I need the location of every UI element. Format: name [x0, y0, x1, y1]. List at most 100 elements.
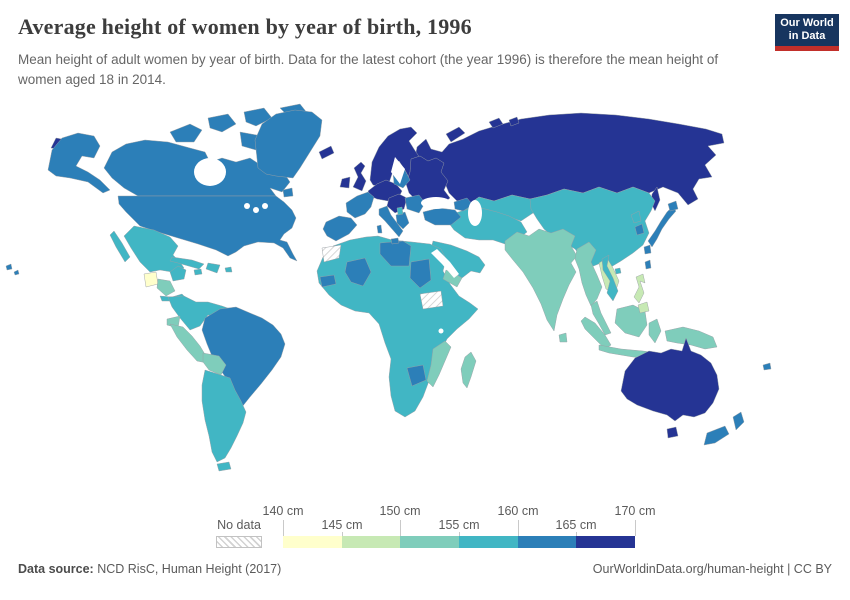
page-title: Average height of women by year of birth… — [18, 14, 472, 39]
country-italy-sardinia[interactable] — [376, 224, 383, 234]
country-russia-arctic-isle[interactable] — [488, 117, 504, 129]
caspian-sea — [468, 200, 482, 226]
country-sulawesi[interactable] — [648, 318, 662, 344]
legend-bin-155-160[interactable] — [459, 536, 518, 548]
country-new-zealand-north[interactable] — [732, 411, 745, 431]
country-new-guinea[interactable] — [664, 326, 718, 350]
country-libya[interactable] — [379, 240, 412, 267]
country-romania-bulgaria[interactable] — [404, 194, 426, 214]
country-caucasus[interactable] — [453, 197, 474, 212]
owid-logo-line1: Our World — [780, 16, 834, 29]
country-canada-arctic-2[interactable] — [207, 113, 237, 133]
owid-logo-line2: in Data — [788, 30, 826, 42]
country-canada-newfoundland[interactable] — [282, 187, 294, 198]
country-chad[interactable] — [409, 258, 432, 289]
country-malay-peninsula[interactable] — [590, 300, 612, 336]
country-mexico-yucatan[interactable] — [169, 265, 187, 282]
license-text[interactable]: OurWorldinData.org/human-height | CC BY — [592, 562, 832, 576]
baltic-sea — [391, 157, 405, 184]
country-botswana[interactable] — [406, 364, 427, 387]
country-south-korea[interactable] — [634, 223, 645, 236]
country-argentina-chile[interactable] — [201, 369, 247, 463]
legend-bin-140-145[interactable] — [283, 536, 342, 548]
country-russia-novaya-zemlya[interactable] — [445, 126, 466, 143]
country-france[interactable] — [345, 191, 375, 219]
country-italy-sicily[interactable] — [390, 237, 400, 245]
country-iceland[interactable] — [318, 145, 335, 160]
great-lakes-1 — [244, 203, 250, 209]
country-australia-tasmania[interactable] — [666, 426, 679, 439]
country-myanmar-thailand[interactable] — [574, 241, 603, 307]
country-italy[interactable] — [378, 205, 404, 238]
country-mexico-baja[interactable] — [109, 230, 131, 263]
data-source-label: Data source: — [18, 562, 94, 576]
legend-bin-150-155[interactable] — [400, 536, 460, 548]
country-borneo[interactable] — [614, 304, 648, 338]
country-ireland[interactable] — [339, 176, 351, 189]
country-honduras-nicaragua[interactable] — [156, 278, 176, 297]
country-japan-hokkaido[interactable] — [667, 200, 679, 212]
legend-color-bar — [283, 536, 636, 548]
country-canada-arctic-1[interactable] — [169, 123, 203, 143]
black-sea — [421, 197, 451, 209]
country-greece[interactable] — [395, 211, 410, 230]
country-hispaniola[interactable] — [205, 262, 221, 274]
country-hainan[interactable] — [614, 267, 622, 275]
legend-tick-160: 160 cm — [497, 504, 539, 518]
country-mozambique[interactable] — [426, 340, 452, 388]
country-albania-macedonia[interactable] — [396, 206, 404, 216]
country-sri-lanka[interactable] — [558, 332, 568, 343]
country-jamaica[interactable] — [193, 268, 203, 276]
country-new-zealand-south[interactable] — [703, 425, 730, 446]
data-source-text: Data source: NCD RisC, Human Height (201… — [18, 562, 281, 576]
country-greenland[interactable] — [254, 109, 323, 179]
country-south-sudan-no-data[interactable] — [419, 290, 444, 310]
country-guatemala[interactable] — [143, 271, 159, 288]
country-australia[interactable] — [620, 337, 720, 422]
legend-bin-145-150[interactable] — [341, 536, 401, 548]
legend-tickmark — [400, 520, 401, 536]
country-western-sahara-no-data[interactable] — [321, 244, 342, 263]
country-north-korea[interactable] — [630, 210, 642, 224]
country-vietnam[interactable] — [601, 254, 619, 302]
owid-logo[interactable]: Our World in Data — [775, 14, 839, 51]
country-fiji[interactable] — [762, 362, 772, 371]
chart-subtitle: Mean height of adult women by year of bi… — [18, 52, 719, 87]
country-cuba[interactable] — [169, 256, 205, 270]
legend-tick-165: 165 cm — [555, 518, 597, 532]
country-peru[interactable] — [169, 323, 208, 364]
legend-no-data-swatch[interactable] — [216, 536, 262, 548]
great-lakes-3 — [262, 203, 268, 209]
country-baltics-belarus-ukraine[interactable] — [405, 155, 451, 208]
country-russia-arctic-isle-2[interactable] — [508, 116, 520, 127]
hudson-bay — [194, 158, 226, 186]
legend-bin-165-170[interactable] — [576, 536, 636, 548]
country-taiwan[interactable] — [644, 259, 652, 270]
country-hawaii[interactable] — [5, 263, 13, 271]
country-india-pakistan[interactable] — [504, 228, 578, 332]
legend-tickmark — [342, 532, 343, 536]
country-madagascar[interactable] — [460, 351, 477, 389]
country-hawaii-2[interactable] — [13, 269, 20, 276]
country-alaska[interactable] — [47, 132, 111, 194]
country-canada-arctic-3[interactable] — [243, 107, 273, 127]
country-tierra-del-fuego[interactable] — [216, 461, 232, 472]
country-japan-honshu[interactable] — [647, 206, 677, 248]
great-lakes-2 — [253, 207, 259, 213]
country-puerto-rico[interactable] — [224, 266, 233, 273]
country-philippines[interactable] — [633, 273, 646, 304]
legend-tick-150: 150 cm — [379, 504, 421, 518]
country-philippines-mindanao[interactable] — [637, 301, 650, 314]
country-japan-kyushu[interactable] — [643, 244, 652, 255]
country-spain-portugal[interactable] — [322, 215, 358, 242]
legend-tickmark — [283, 520, 284, 536]
legend-tick-170: 170 cm — [614, 504, 656, 518]
country-mali[interactable] — [344, 257, 372, 287]
lake-victoria — [438, 328, 444, 334]
country-senegal[interactable] — [319, 274, 337, 288]
legend-bin-160-165[interactable] — [517, 536, 577, 548]
country-united-kingdom[interactable] — [352, 161, 367, 192]
